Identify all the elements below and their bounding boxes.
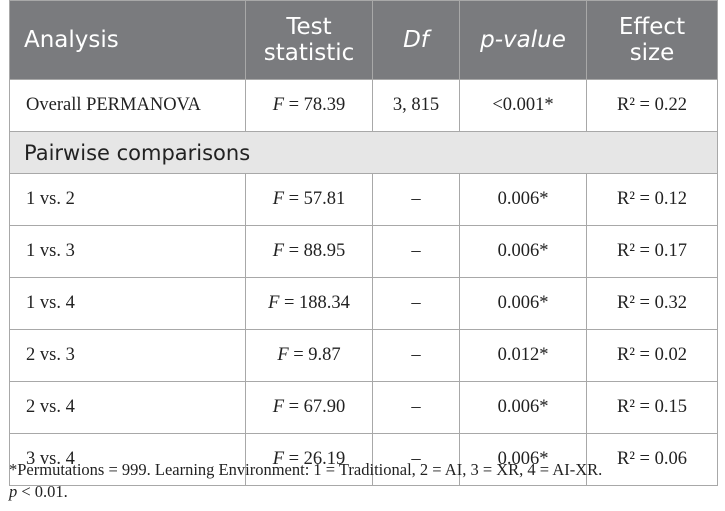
- row-f-value: = 88.95: [284, 241, 346, 261]
- overall-f-value: = 78.39: [284, 95, 346, 115]
- header-test-line2: statistic: [263, 40, 355, 66]
- row-f: F = 57.81: [245, 173, 373, 226]
- row-f: F = 9.87: [245, 329, 373, 382]
- row-p-value: 0.012*: [459, 329, 587, 382]
- header-df-label: Df: [403, 27, 429, 53]
- row-f-value: = 26.19: [284, 449, 346, 469]
- row-f-symbol: F: [272, 241, 284, 261]
- footnote-p-symbol: p: [9, 482, 18, 501]
- row-p-value: 0.006*: [459, 381, 587, 434]
- row-f-symbol: F: [272, 189, 284, 209]
- overall-f: F = 78.39: [245, 79, 373, 132]
- row-effect: R² = 0.32: [586, 277, 718, 330]
- header-effect-line1: Effect: [618, 14, 686, 40]
- overall-effect: R² = 0.22: [586, 79, 718, 132]
- row-analysis: 2 vs. 4: [9, 381, 246, 434]
- header-test-statistic: Test statistic: [245, 0, 373, 80]
- permanova-table: Analysis Test statistic Df p-value Effec…: [9, 0, 718, 486]
- row-effect: R² = 0.02: [586, 329, 718, 382]
- row-df: –: [372, 225, 460, 278]
- row-f-value: = 57.81: [284, 189, 346, 209]
- row-analysis: 1 vs. 2: [9, 173, 246, 226]
- overall-df: 3, 815: [372, 79, 460, 132]
- header-p-value-label: p-value: [480, 27, 566, 53]
- row-f: F = 26.19: [245, 433, 373, 486]
- header-effect-line2: size: [629, 40, 675, 66]
- row-effect: R² = 0.12: [586, 173, 718, 226]
- header-effect-size: Effect size: [586, 0, 718, 80]
- row-f: F = 88.95: [245, 225, 373, 278]
- header-analysis: Analysis: [9, 0, 246, 80]
- row-effect: R² = 0.15: [586, 381, 718, 434]
- row-df: –: [372, 329, 460, 382]
- row-df: –: [372, 277, 460, 330]
- row-f: F = 67.90: [245, 381, 373, 434]
- row-p-value: 0.006*: [459, 277, 587, 330]
- header-df: Df: [372, 0, 460, 80]
- row-f: F = 188.34: [245, 277, 373, 330]
- row-p-value: 0.006*: [459, 225, 587, 278]
- table-row: 1 vs. 2 F = 57.81 – 0.006* R² = 0.12: [9, 173, 718, 226]
- row-f-symbol: F: [277, 345, 289, 365]
- overall-analysis: Overall PERMANOVA: [9, 79, 246, 132]
- row-f-value: = 9.87: [288, 345, 341, 365]
- overall-row: Overall PERMANOVA F = 78.39 3, 815 <0.00…: [9, 79, 718, 132]
- row-f-symbol: F: [272, 449, 284, 469]
- table-footnote: *Permutations = 999. Learning Environmen…: [9, 459, 721, 503]
- footnote-p-threshold: < 0.01.: [17, 482, 68, 501]
- table-row: 1 vs. 3 F = 88.95 – 0.006* R² = 0.17: [9, 225, 718, 278]
- row-analysis: 1 vs. 3: [9, 225, 246, 278]
- row-effect: R² = 0.06: [586, 433, 718, 486]
- header-row: Analysis Test statistic Df p-value Effec…: [9, 0, 718, 80]
- overall-f-symbol: F: [272, 95, 284, 115]
- header-p-value: p-value: [459, 0, 587, 80]
- table-row: 2 vs. 4 F = 67.90 – 0.006* R² = 0.15: [9, 381, 718, 434]
- header-test-line1: Test: [286, 14, 332, 40]
- row-f-symbol: F: [268, 293, 280, 313]
- row-f-value: = 188.34: [279, 293, 350, 313]
- row-p-value: 0.006*: [459, 173, 587, 226]
- row-df: –: [372, 173, 460, 226]
- overall-p-value: <0.001*: [459, 79, 587, 132]
- row-analysis: 1 vs. 4: [9, 277, 246, 330]
- footnote-line1: *Permutations = 999. Learning Environmen…: [9, 460, 603, 479]
- footnote-line2: p < 0.01.: [9, 481, 721, 503]
- table-row: 2 vs. 3 F = 9.87 – 0.012* R² = 0.02: [9, 329, 718, 382]
- row-f-symbol: F: [272, 397, 284, 417]
- row-f-value: = 67.90: [284, 397, 346, 417]
- table-row: 3 vs. 4 F = 26.19 – 0.006* R² = 0.06: [9, 433, 718, 486]
- section-row: Pairwise comparisons: [9, 131, 718, 174]
- row-df: –: [372, 381, 460, 434]
- row-effect: R² = 0.17: [586, 225, 718, 278]
- section-label: Pairwise comparisons: [9, 131, 718, 174]
- row-analysis: 2 vs. 3: [9, 329, 246, 382]
- table-row: 1 vs. 4 F = 188.34 – 0.006* R² = 0.32: [9, 277, 718, 330]
- row-analysis: 3 vs. 4: [9, 433, 246, 486]
